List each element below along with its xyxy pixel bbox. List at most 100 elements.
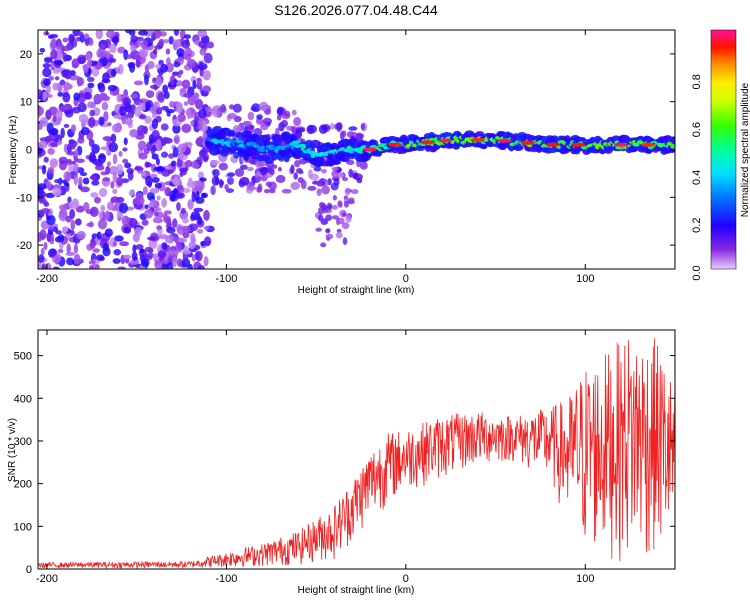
- heatmap-cell: [347, 197, 355, 202]
- heatmap-cell: [220, 104, 227, 113]
- heatmap-cell: [77, 136, 85, 144]
- heatmap-cell: [141, 219, 149, 226]
- heatmap-cell: [317, 182, 324, 187]
- ridge-hotspot: [545, 142, 560, 147]
- ridge-hotspot: [388, 142, 403, 147]
- heatmap-cell: [194, 180, 203, 187]
- heatmap-cell: [140, 257, 150, 267]
- ridge-hotspot: [362, 147, 377, 152]
- heatmap-cell: [93, 60, 98, 66]
- heatmap-cell: [103, 111, 109, 122]
- heatmap-cell: [108, 43, 117, 54]
- colorbar: 0.0 0.2 0.4 0.6 0.8 Normalized spectral ampl…: [691, 29, 750, 281]
- heatmap-cell: [160, 123, 169, 131]
- colorbar-tick-label: 0.2: [691, 218, 703, 233]
- heatmap-cell: [137, 125, 147, 136]
- ridge-cell: [261, 134, 270, 142]
- heatmap-cell: [132, 244, 137, 253]
- ridge-cell: [294, 129, 303, 139]
- heatmap-cell: [104, 210, 111, 221]
- heatmap-cell: [46, 214, 56, 226]
- heatmap-cell: [62, 225, 69, 233]
- heatmap-cell: [114, 235, 124, 242]
- colorbar-tick-label: 0.4: [691, 170, 703, 185]
- heatmap-cell: [188, 241, 196, 250]
- heatmap-cell: [331, 166, 339, 171]
- heatmap-cell: [119, 105, 127, 116]
- heatmap-cell: [161, 151, 169, 158]
- heatmap-cell: [110, 181, 115, 189]
- heatmap-cell: [139, 49, 148, 59]
- heatmap-cell: [84, 33, 90, 40]
- heatmap-cell: [183, 34, 191, 39]
- heatmap-cell: [161, 242, 168, 251]
- heatmap-cell: [275, 174, 286, 183]
- heatmap-cell: [79, 172, 88, 177]
- heatmap-cell: [75, 158, 85, 164]
- heatmap-cell: [179, 167, 188, 173]
- y-tick-label: 300: [14, 436, 32, 448]
- heatmap-cell: [73, 174, 78, 186]
- heatmap-cell: [92, 248, 100, 253]
- heatmap-cell: [166, 226, 176, 234]
- heatmap-cell: [53, 60, 64, 66]
- heatmap-cell: [69, 208, 76, 220]
- heatmap-cell: [106, 201, 115, 211]
- heatmap-cell: [104, 228, 113, 238]
- heatmap-cell: [66, 257, 75, 266]
- heatmap-cell: [46, 122, 54, 134]
- heatmap-cell: [323, 219, 328, 225]
- heatmap-cell: [291, 125, 296, 134]
- heatmap-cell: [90, 192, 99, 198]
- heatmap-cell: [48, 106, 58, 116]
- heatmap-cell: [172, 188, 180, 193]
- heatmap-cell: [47, 166, 55, 174]
- heatmap-cell: [320, 242, 327, 248]
- heatmap-cell: [153, 166, 163, 172]
- heatmap-cell: [341, 130, 347, 138]
- heatmap-cells: [38, 30, 368, 269]
- heatmap-cell: [181, 187, 191, 194]
- heatmap-cell: [172, 146, 179, 158]
- heatmap-cell: [197, 119, 203, 131]
- heatmap-cell: [39, 137, 50, 142]
- heatmap-cell: [133, 80, 144, 86]
- heatmap-cell: [94, 196, 101, 204]
- heatmap-cell: [38, 254, 45, 263]
- heatmap-cell: [172, 39, 179, 50]
- heatmap-cell: [42, 91, 47, 101]
- heatmap-cell: [194, 98, 204, 110]
- heatmap-cell: [100, 204, 106, 212]
- heatmap-cell: [57, 248, 64, 254]
- heatmap-cell: [172, 123, 181, 134]
- heatmap-cell: [127, 170, 134, 181]
- heatmap-cell: [73, 92, 80, 101]
- heatmap-cell: [184, 160, 193, 168]
- heatmap-cell: [74, 219, 82, 225]
- heatmap-cell: [70, 140, 78, 147]
- heatmap-cell: [170, 160, 177, 167]
- heatmap-cell: [190, 211, 201, 221]
- ridge-cell: [670, 136, 675, 145]
- heatmap-cell: [173, 134, 181, 145]
- heatmap-cell: [103, 50, 111, 59]
- heatmap-cell: [172, 218, 178, 228]
- heatmap-cell: [152, 30, 162, 39]
- heatmap-cell: [161, 136, 170, 144]
- heatmap-cell: [70, 124, 77, 133]
- colorbar-ticks: 0.0 0.2 0.4 0.6 0.8: [691, 74, 703, 280]
- heatmap-cell: [46, 233, 52, 243]
- heatmap-cell: [123, 226, 130, 234]
- heatmap-cell: [165, 215, 172, 226]
- heatmap-cell: [113, 249, 122, 256]
- heatmap-cell: [144, 209, 154, 219]
- heatmap-cell: [101, 101, 109, 111]
- heatmap-cell: [149, 187, 160, 194]
- heatmap-cell: [110, 133, 117, 143]
- heatmap-cell: [283, 110, 291, 118]
- heatmap-cell: [117, 46, 126, 54]
- heatmap-cell: [71, 60, 79, 69]
- ridge-cell: [235, 139, 242, 144]
- heatmap-cell: [151, 129, 160, 141]
- heatmap-cell: [130, 44, 137, 52]
